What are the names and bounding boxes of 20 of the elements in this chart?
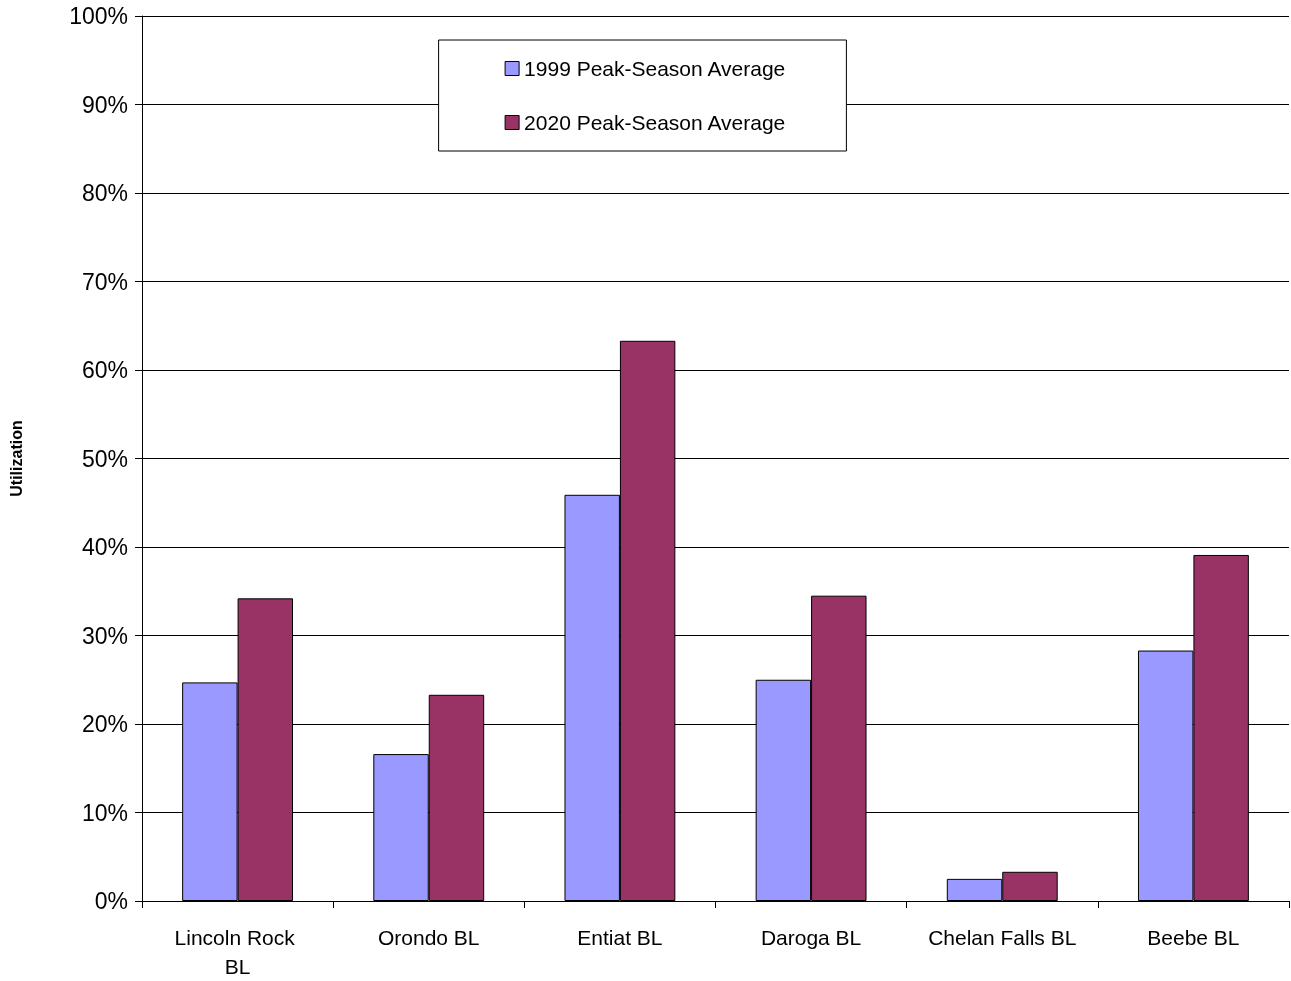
y-tick-label: 100% xyxy=(69,3,128,29)
y-tick-label: 0% xyxy=(94,888,128,914)
x-tick-label: Daroga BL xyxy=(760,926,862,949)
x-tick-label: Lincoln Rock BL xyxy=(174,926,301,978)
y-tick-label: 10% xyxy=(81,799,128,826)
y-tick-label: 90% xyxy=(81,91,128,118)
x-tick-label: Chelan Falls BL xyxy=(928,926,1077,949)
y-tick-label: 80% xyxy=(81,180,128,206)
x-tick-label: Beebe BL xyxy=(1147,926,1240,949)
legend-label: 2020 Peak-Season Average xyxy=(524,111,786,134)
y-tick-label: 70% xyxy=(81,268,128,295)
x-tick-label: Orondo BL xyxy=(377,926,480,949)
y-tick-label: 60% xyxy=(81,357,128,383)
legend-label: 1999 Peak-Season Average xyxy=(524,57,786,80)
y-tick-label: 30% xyxy=(81,622,128,649)
y-tick-label: 50% xyxy=(81,445,128,472)
y-tick-label: 40% xyxy=(81,534,128,560)
y-tick-label: 20% xyxy=(81,711,128,737)
x-tick-label: Entiat BL xyxy=(577,926,663,949)
y-axis-title: Utilization xyxy=(7,420,25,497)
